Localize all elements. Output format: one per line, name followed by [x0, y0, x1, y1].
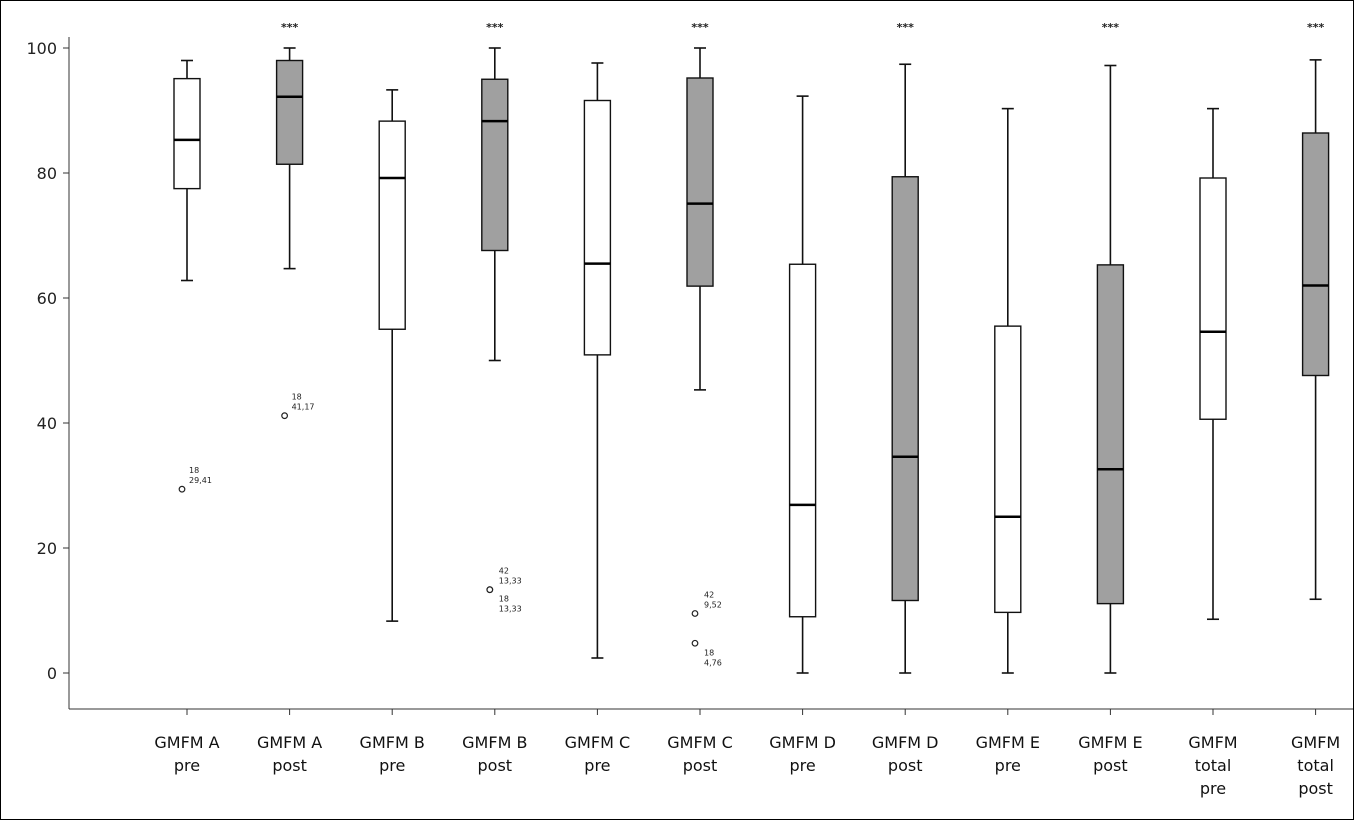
significance-marker: ***	[281, 21, 299, 34]
box-gmfm-total-pre: GMFM total pre	[1188, 107, 1238, 798]
outlier-point	[486, 586, 494, 594]
box-gmfm-e-post: *** GMFM E post	[1078, 21, 1142, 775]
y-tick-label: 20	[37, 539, 57, 558]
box-gmfm-c-post: *** 429,52 184,76 GMFM C post	[667, 21, 732, 775]
iqr-box	[1096, 264, 1125, 605]
x-category-label: GMFM D	[769, 733, 836, 752]
outlier-id-label: 18	[189, 466, 199, 475]
iqr-box	[891, 176, 919, 602]
x-category-label: pre	[584, 756, 610, 775]
x-category-label: post	[478, 756, 513, 775]
outlier-value-label: 9,52	[704, 601, 722, 610]
iqr-box	[378, 120, 406, 330]
x-category-label: GMFM C	[565, 733, 630, 752]
outlier-point	[691, 639, 699, 647]
iqr-box	[275, 59, 304, 165]
iqr-box	[788, 263, 817, 618]
x-category-label: GMFM B	[360, 733, 425, 752]
x-category-label: post	[888, 756, 923, 775]
x-category-label: pre	[995, 756, 1021, 775]
x-category-label: total	[1195, 756, 1232, 775]
outlier-value-label: 29,41	[189, 476, 212, 485]
significance-marker: ***	[897, 21, 915, 34]
iqr-box	[1301, 132, 1330, 377]
iqr-box	[1199, 177, 1227, 420]
y-tick-label: 80	[37, 164, 57, 183]
iqr-box	[583, 99, 612, 356]
x-category-label: GMFM E	[1078, 733, 1142, 752]
x-category-label: GMFM	[1291, 733, 1340, 752]
box-gmfm-c-pre: GMFM C pre	[565, 62, 630, 775]
x-category-label: post	[1093, 756, 1128, 775]
x-category-label: total	[1297, 756, 1334, 775]
outlier-value-label: 4,76	[704, 658, 722, 667]
outlier-point	[691, 610, 699, 617]
significance-marker: ***	[1102, 21, 1120, 34]
significance-marker: ***	[486, 21, 504, 34]
box-gmfm-d-pre: GMFM D pre	[769, 95, 836, 775]
outlier-id-label: 42	[704, 591, 714, 600]
x-category-label: GMFM B	[462, 733, 527, 752]
significance-marker: ***	[1307, 21, 1325, 34]
outlier-value-label: 13,33	[499, 605, 522, 614]
outlier-point	[178, 485, 186, 493]
x-category-label: post	[1298, 779, 1333, 798]
x-category-label: post	[683, 756, 718, 775]
x-category-label: GMFM A	[257, 733, 322, 752]
iqr-box	[994, 325, 1022, 614]
x-category-label: GMFM E	[976, 733, 1040, 752]
iqr-box	[686, 77, 714, 287]
outlier-value-label: 13,33	[499, 577, 522, 586]
outlier-id-label: 18	[499, 595, 509, 604]
x-category-label: post	[272, 756, 307, 775]
iqr-box	[481, 78, 509, 252]
x-category-label: pre	[1200, 779, 1226, 798]
outlier-id-label: 42	[499, 567, 509, 576]
x-category-label: pre	[379, 756, 405, 775]
y-tick-label: 60	[37, 289, 57, 308]
box-gmfm-total-post: *** GMFM total post	[1291, 21, 1340, 798]
x-category-label: GMFM A	[154, 733, 219, 752]
outlier-point	[281, 412, 289, 420]
y-tick-label: 40	[37, 414, 57, 433]
box-gmfm-d-post: *** GMFM D post	[872, 21, 939, 775]
x-category-label: GMFM D	[872, 733, 939, 752]
x-category-label: pre	[789, 756, 815, 775]
x-category-label: GMFM C	[667, 733, 732, 752]
y-tick-label: 100	[26, 39, 57, 58]
outlier-value-label: 41,17	[292, 403, 315, 412]
y-tick-label: 0	[47, 664, 57, 683]
significance-marker: ***	[691, 21, 709, 34]
box-gmfm-e-pre: GMFM E pre	[976, 107, 1040, 775]
outlier-id-label: 18	[292, 393, 302, 402]
box-gmfm-b-pre: GMFM B pre	[360, 89, 425, 775]
x-category-label: GMFM	[1188, 733, 1237, 752]
x-category-label: pre	[174, 756, 200, 775]
iqr-box	[173, 77, 201, 190]
outlier-id-label: 18	[704, 648, 714, 657]
